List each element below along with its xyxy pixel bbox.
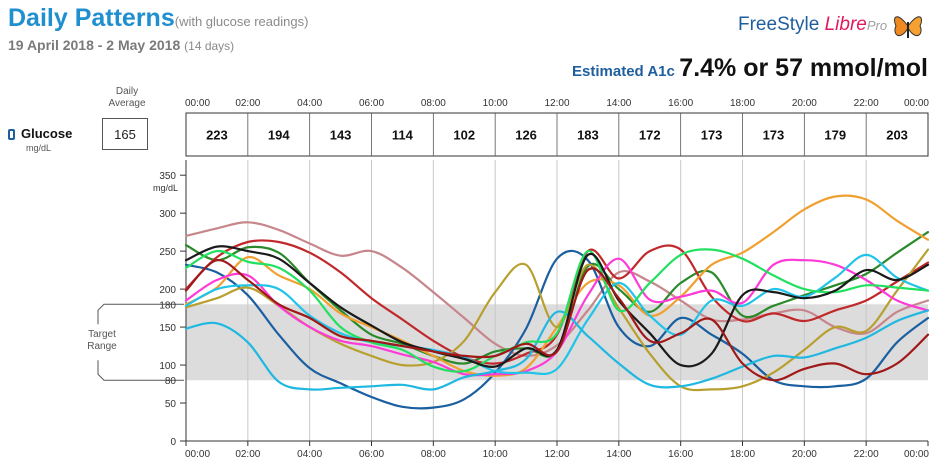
target-bracket-top	[97, 303, 184, 325]
x-tick-label-top: 14:00	[606, 98, 631, 109]
target-limit-label: 180	[159, 300, 176, 311]
daily-average-label: Daily Average	[108, 86, 146, 109]
x-tick-label-bottom: 18:00	[730, 449, 755, 460]
page-subtitle: (with glucose readings)	[174, 14, 309, 29]
target-range-label: Target Range	[87, 329, 117, 352]
x-tick-label-top: 10:00	[483, 98, 508, 109]
x-tick-label-bottom: 08:00	[421, 449, 446, 460]
x-tick-label-bottom: 10:00	[483, 449, 508, 460]
x-tick-label-top: 04:00	[297, 98, 322, 109]
page-title: Daily Patterns(with glucose readings)	[8, 4, 309, 32]
y-tick-label: 350	[159, 171, 176, 182]
x-tick-label-bottom: 12:00	[544, 449, 569, 460]
day-count: (14 days)	[184, 39, 235, 53]
y-tick-label: 150	[159, 323, 176, 334]
series-line-4	[184, 249, 930, 410]
two-hour-average-value: 102	[453, 128, 475, 143]
y-tick-label: 100	[159, 361, 176, 372]
x-tick-label-top: 18:00	[730, 98, 755, 109]
glucose-unit: mg/dL	[26, 143, 52, 153]
x-tick-label-top: 16:00	[668, 98, 693, 109]
estimated-a1c: Estimated A1c 7.4% or 57 mmol/mol	[572, 54, 928, 82]
x-tick-label-bottom: 00:00	[904, 449, 929, 460]
x-tick-label-bottom: 04:00	[297, 449, 322, 460]
two-hour-average-value: 114	[392, 128, 414, 143]
y-tick-label: 250	[159, 247, 176, 258]
x-tick-label-top: 12:00	[544, 98, 569, 109]
freestyle-libre-pro-logo: FreeStyle LibrePro	[738, 8, 928, 44]
butterfly-icon	[894, 16, 922, 38]
glucose-label: Glucose	[8, 126, 72, 141]
x-tick-label-bottom: 16:00	[668, 449, 693, 460]
series-line-9	[184, 309, 930, 391]
two-hour-average-value: 126	[515, 128, 537, 143]
x-tick-label-top: 08:00	[421, 98, 446, 109]
y-tick-label: 300	[159, 209, 176, 220]
x-tick-label-top: 22:00	[854, 98, 879, 109]
x-tick-label-top: 06:00	[359, 98, 384, 109]
sensor-icon	[8, 129, 15, 140]
x-tick-label-bottom: 00:00	[185, 449, 210, 460]
two-hour-average-value: 173	[701, 128, 723, 143]
x-tick-label-bottom: 14:00	[606, 449, 631, 460]
two-hour-average-value: 179	[824, 128, 846, 143]
x-tick-label-top: 20:00	[792, 98, 817, 109]
x-tick-label-bottom: 20:00	[792, 449, 817, 460]
two-hour-average-value: 194	[268, 128, 290, 143]
series-line-1	[184, 221, 930, 358]
x-tick-label-top: 00:00	[904, 98, 929, 109]
y-tick-label: 200	[159, 285, 176, 296]
two-hour-average-value: 223	[206, 128, 228, 143]
series-line-8	[184, 253, 930, 376]
target-bracket-bottom	[97, 360, 184, 381]
date-range: 19 April 2018 - 2 May 2018 (14 days)	[8, 37, 235, 53]
series-line-10	[184, 248, 930, 373]
x-tick-label-bottom: 02:00	[235, 449, 260, 460]
x-tick-label-top: 02:00	[235, 98, 260, 109]
daily-average-value: 165	[102, 118, 148, 150]
two-hour-average-value: 172	[639, 128, 661, 143]
two-hour-average-value: 183	[577, 128, 599, 143]
y-unit-label: mg/dL	[153, 183, 178, 193]
y-tick-label: 50	[165, 399, 177, 410]
target-limit-label: 80	[165, 376, 177, 387]
x-tick-label-bottom: 22:00	[854, 449, 879, 460]
series-line-11	[184, 245, 930, 368]
y-tick-label: 0	[170, 437, 176, 448]
two-hour-average-value: 203	[886, 128, 908, 143]
x-tick-label-top: 00:00	[185, 98, 210, 109]
x-tick-label-bottom: 06:00	[359, 449, 384, 460]
two-hour-average-value: 173	[763, 128, 785, 143]
two-hour-average-value: 143	[330, 128, 352, 143]
series-line-12	[184, 259, 930, 382]
